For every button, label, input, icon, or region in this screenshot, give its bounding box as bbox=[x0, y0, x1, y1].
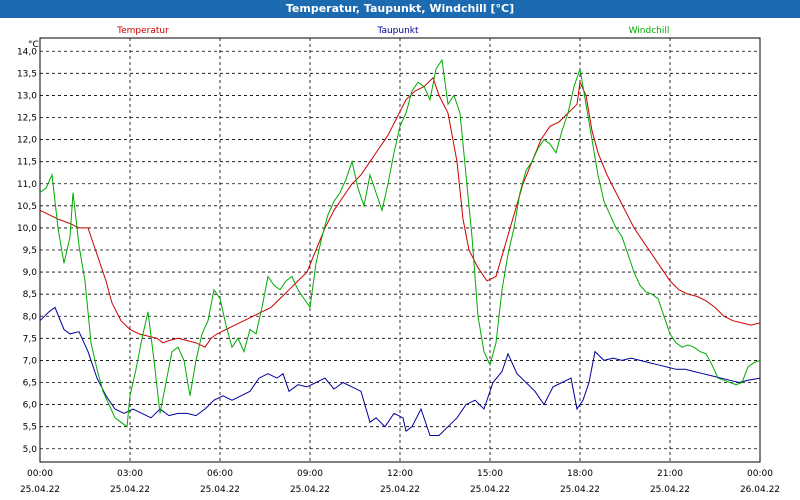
y-tick-label: 11,0 bbox=[17, 180, 37, 190]
grid bbox=[39, 37, 761, 463]
x-tick-time: 00:00 bbox=[27, 469, 53, 479]
y-tick-label: 7,5 bbox=[23, 334, 37, 344]
y-tick-label: 5,5 bbox=[23, 423, 37, 433]
y-tick-label: 6,5 bbox=[23, 379, 37, 389]
series-lines bbox=[39, 58, 761, 436]
legend-label-windchill: Windchill bbox=[629, 26, 670, 36]
y-tick-label: 12,0 bbox=[17, 136, 37, 146]
x-tick-date: 25.04.22 bbox=[380, 485, 420, 495]
y-tick-label: 6,0 bbox=[23, 401, 38, 411]
x-tick-date: 25.04.22 bbox=[560, 485, 600, 495]
x-tick-date: 26.04.22 bbox=[740, 485, 780, 495]
y-tick-label: 10,0 bbox=[17, 224, 37, 234]
y-tick-label: 10,5 bbox=[17, 202, 37, 212]
y-tick-label: 7,0 bbox=[23, 356, 38, 366]
x-tick-time: 09:00 bbox=[297, 469, 323, 479]
y-axis-label: °C bbox=[28, 40, 39, 50]
x-tick-date: 25.04.22 bbox=[290, 485, 330, 495]
x-tick-date: 25.04.22 bbox=[650, 485, 690, 495]
x-tick-date: 25.04.22 bbox=[470, 485, 510, 495]
y-tick-label: 12,5 bbox=[17, 114, 37, 124]
legend-label-taupunkt: Taupunkt bbox=[376, 26, 419, 36]
x-tick-time: 12:00 bbox=[387, 469, 413, 479]
legend-label-temperatur: Temperatur bbox=[116, 26, 169, 36]
series-line-windchill bbox=[39, 58, 761, 428]
y-tick-label: 13,5 bbox=[17, 69, 37, 79]
legend: Temperatur Taupunkt Windchill bbox=[116, 26, 669, 36]
x-tick-time: 00:00 bbox=[747, 469, 773, 479]
y-tick-label: 9,0 bbox=[23, 268, 38, 278]
y-tick-label: 14,0 bbox=[17, 47, 37, 57]
chart-title: Temperatur, Taupunkt, Windchill [°C] bbox=[0, 0, 800, 18]
x-tick-date: 25.04.22 bbox=[200, 485, 240, 495]
x-tick-time: 18:00 bbox=[567, 469, 593, 479]
x-tick-date: 25.04.22 bbox=[20, 485, 60, 495]
x-tick-time: 15:00 bbox=[477, 469, 503, 479]
y-tick-label: 5,0 bbox=[23, 445, 38, 455]
x-tick-date: 25.04.22 bbox=[110, 485, 150, 495]
y-tick-label: 8,5 bbox=[23, 290, 37, 300]
series-line-temperatur bbox=[39, 76, 761, 348]
x-tick-time: 06:00 bbox=[207, 469, 233, 479]
y-tick-label: 9,5 bbox=[23, 246, 37, 256]
y-tick-label: 11,5 bbox=[17, 158, 37, 168]
x-tick-time: 03:00 bbox=[117, 469, 143, 479]
axes: 5,0 5,5 6,0 6,5 7,0 7,5 8,0 8,5 9,0 9,5 10,0 10,5 11… bbox=[17, 47, 780, 495]
y-tick-label: 13,0 bbox=[17, 91, 37, 101]
x-tick-time: 21:00 bbox=[657, 469, 683, 479]
y-tick-label: 8,0 bbox=[23, 312, 38, 322]
